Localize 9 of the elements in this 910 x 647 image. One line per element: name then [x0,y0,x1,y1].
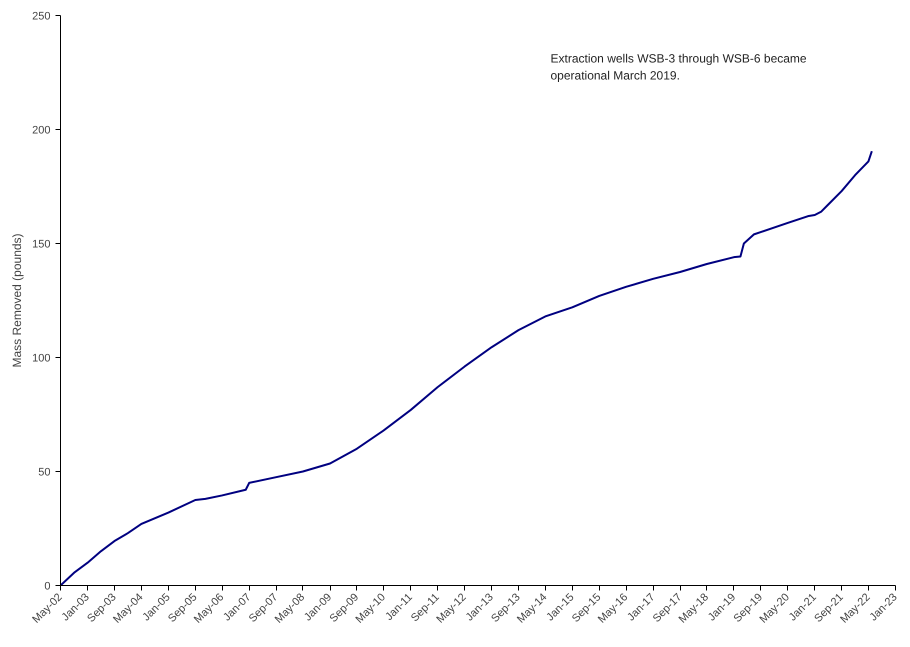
y-tick-label: 50 [38,466,51,478]
line-series [60,150,873,586]
y-tick-label: 250 [32,10,51,22]
y-axis-title: Mass Removed (pounds) [10,233,24,368]
annotation: Extraction wells WSB-3 through WSB-6 became operational March 2019. [550,52,807,82]
y-tick-label: 0 [44,580,51,592]
y-tick-label: 100 [32,352,51,364]
y-tick-label: 200 [32,124,51,136]
y-tick-label: 150 [32,238,51,250]
